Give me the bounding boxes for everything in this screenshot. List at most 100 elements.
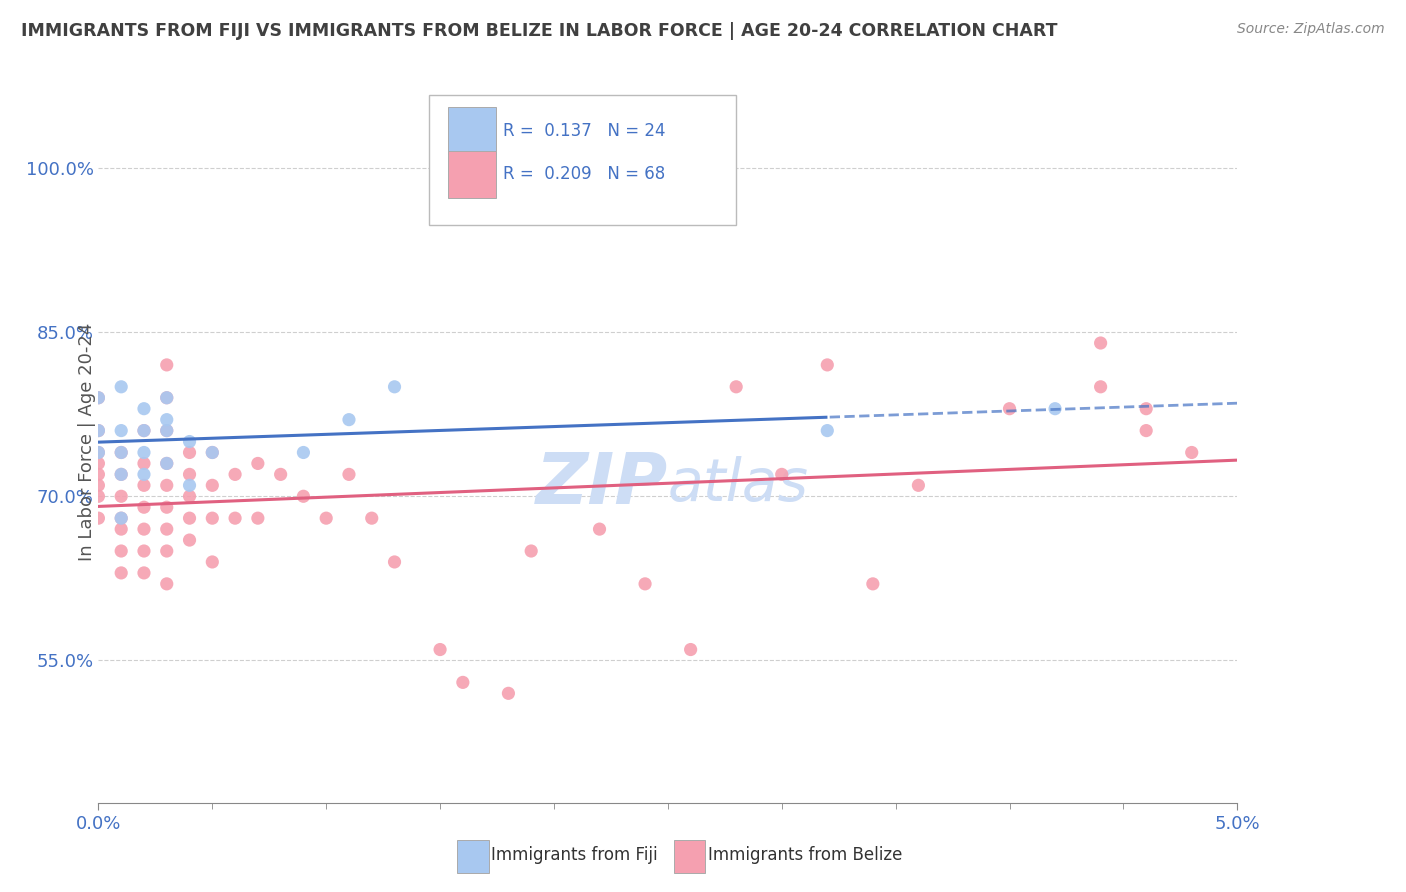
Point bbox=[224, 511, 246, 525]
Point bbox=[1043, 401, 1066, 416]
Point bbox=[87, 424, 110, 438]
Point bbox=[87, 445, 110, 459]
Point bbox=[1135, 401, 1157, 416]
Point bbox=[815, 424, 838, 438]
Point bbox=[132, 566, 155, 580]
Point bbox=[588, 522, 610, 536]
Point bbox=[87, 391, 110, 405]
Point bbox=[132, 500, 155, 515]
Point bbox=[132, 544, 155, 558]
Point bbox=[337, 412, 360, 426]
Point bbox=[156, 358, 179, 372]
Point bbox=[110, 566, 132, 580]
Point bbox=[87, 424, 110, 438]
Point bbox=[156, 500, 179, 515]
Point bbox=[179, 511, 201, 525]
Point bbox=[1135, 424, 1157, 438]
Point bbox=[87, 457, 110, 471]
Point bbox=[87, 445, 110, 459]
Point bbox=[87, 391, 110, 405]
Point bbox=[132, 445, 155, 459]
Point bbox=[179, 467, 201, 482]
Point bbox=[132, 457, 155, 471]
Point bbox=[201, 511, 224, 525]
Point bbox=[110, 445, 132, 459]
Point bbox=[315, 511, 337, 525]
Point bbox=[156, 391, 179, 405]
Point bbox=[520, 544, 543, 558]
Point bbox=[337, 467, 360, 482]
Point bbox=[384, 555, 406, 569]
Point bbox=[201, 555, 224, 569]
Point bbox=[156, 391, 179, 405]
Point bbox=[634, 577, 657, 591]
Point bbox=[156, 457, 179, 471]
Point bbox=[132, 424, 155, 438]
Point bbox=[87, 467, 110, 482]
FancyBboxPatch shape bbox=[429, 95, 737, 225]
Point bbox=[156, 412, 179, 426]
Point bbox=[429, 642, 451, 657]
Point bbox=[292, 445, 315, 459]
Point bbox=[998, 401, 1021, 416]
Point bbox=[110, 445, 132, 459]
Point bbox=[132, 401, 155, 416]
Point bbox=[110, 380, 132, 394]
Point bbox=[725, 380, 748, 394]
Point bbox=[110, 467, 132, 482]
FancyBboxPatch shape bbox=[457, 839, 489, 873]
Point bbox=[156, 424, 179, 438]
Point bbox=[110, 489, 132, 503]
Point bbox=[132, 467, 155, 482]
Point bbox=[907, 478, 929, 492]
Point bbox=[156, 577, 179, 591]
FancyBboxPatch shape bbox=[449, 107, 496, 154]
Text: Immigrants from Fiji: Immigrants from Fiji bbox=[491, 846, 658, 863]
Point bbox=[156, 544, 179, 558]
Text: IMMIGRANTS FROM FIJI VS IMMIGRANTS FROM BELIZE IN LABOR FORCE | AGE 20-24 CORREL: IMMIGRANTS FROM FIJI VS IMMIGRANTS FROM … bbox=[21, 22, 1057, 40]
Point bbox=[110, 511, 132, 525]
FancyBboxPatch shape bbox=[673, 839, 706, 873]
Point bbox=[179, 434, 201, 449]
Point bbox=[132, 478, 155, 492]
Point bbox=[270, 467, 292, 482]
Point bbox=[498, 686, 520, 700]
Text: ZIP: ZIP bbox=[536, 450, 668, 519]
Text: Source: ZipAtlas.com: Source: ZipAtlas.com bbox=[1237, 22, 1385, 37]
Point bbox=[132, 424, 155, 438]
Point bbox=[87, 489, 110, 503]
Text: R =  0.137   N = 24: R = 0.137 N = 24 bbox=[503, 122, 665, 140]
Point bbox=[862, 577, 884, 591]
Point bbox=[87, 511, 110, 525]
Point bbox=[110, 467, 132, 482]
Text: Immigrants from Belize: Immigrants from Belize bbox=[707, 846, 903, 863]
Text: R =  0.209   N = 68: R = 0.209 N = 68 bbox=[503, 165, 665, 183]
Point bbox=[156, 522, 179, 536]
Text: atlas: atlas bbox=[668, 457, 808, 514]
Point bbox=[201, 478, 224, 492]
Point bbox=[156, 457, 179, 471]
Point bbox=[179, 445, 201, 459]
Point bbox=[1090, 336, 1112, 351]
Point bbox=[110, 511, 132, 525]
Point bbox=[87, 478, 110, 492]
Point bbox=[679, 642, 702, 657]
Point bbox=[1181, 445, 1204, 459]
Point bbox=[246, 511, 269, 525]
Point bbox=[360, 511, 382, 525]
FancyBboxPatch shape bbox=[449, 151, 496, 198]
Point bbox=[201, 445, 224, 459]
Point bbox=[1090, 380, 1112, 394]
Point bbox=[156, 424, 179, 438]
Point bbox=[179, 489, 201, 503]
Point bbox=[179, 533, 201, 547]
Point bbox=[770, 467, 793, 482]
Point bbox=[224, 467, 246, 482]
Point bbox=[110, 424, 132, 438]
Point bbox=[451, 675, 474, 690]
Point bbox=[246, 457, 269, 471]
Y-axis label: In Labor Force | Age 20-24: In Labor Force | Age 20-24 bbox=[79, 322, 96, 561]
Point bbox=[156, 478, 179, 492]
Point bbox=[179, 478, 201, 492]
Point bbox=[110, 544, 132, 558]
